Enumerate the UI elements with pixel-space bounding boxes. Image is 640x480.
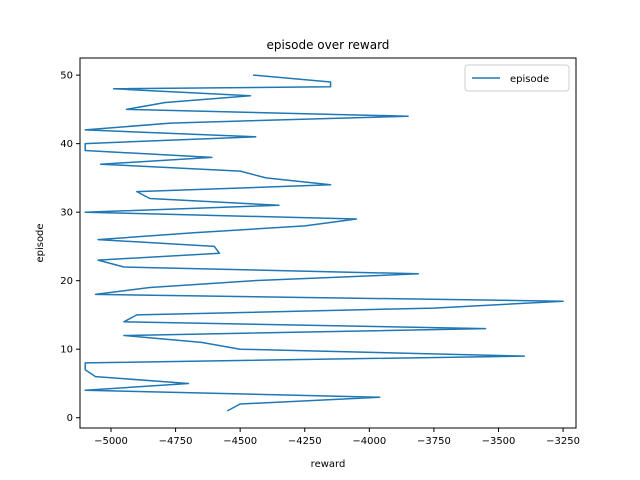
x-tick-label: −4750 [159, 436, 193, 447]
y-tick-label: 0 [67, 413, 73, 424]
y-tick-label: 10 [60, 345, 73, 356]
x-tick-label: −3750 [417, 436, 451, 447]
series-layer [84, 74, 564, 412]
x-axis-label: reward [311, 459, 346, 470]
legend-label: episode [510, 74, 549, 85]
chart-title: episode over reward [267, 38, 390, 52]
legend: episode [464, 64, 570, 92]
x-tick-label: −4250 [288, 436, 322, 447]
y-tick-label: 50 [60, 71, 73, 82]
x-tick-label: −4000 [352, 436, 386, 447]
x-tick-label: −3500 [482, 436, 516, 447]
y-tick-label: 40 [60, 139, 73, 150]
y-tick-label: 30 [60, 208, 73, 219]
y-axis-label: episode [35, 223, 46, 262]
y-tick-label: 20 [60, 276, 73, 287]
legend-box [464, 64, 570, 92]
x-tick-label: −3250 [546, 436, 580, 447]
x-tick-label: −4500 [223, 436, 257, 447]
series-line [84, 74, 564, 412]
x-tick-label: −5000 [94, 436, 128, 447]
x-axis-ticks: −5000 −4750 −4500 −4250 −4000 −3750 −3500 −3250 [94, 428, 580, 447]
plot-frame [79, 57, 577, 429]
y-axis-ticks: 0 10 20 30 40 50 [60, 71, 80, 424]
